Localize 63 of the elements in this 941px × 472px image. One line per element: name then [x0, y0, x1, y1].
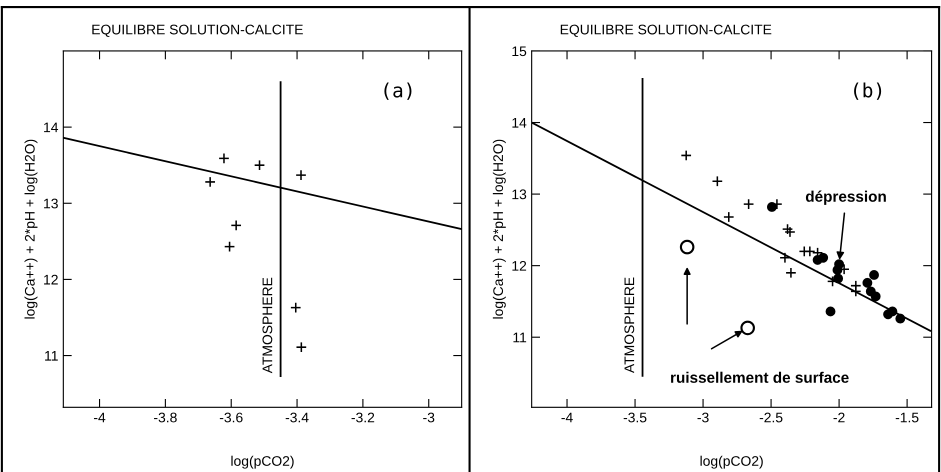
- text: ATMOSPHERE: [262, 278, 272, 374]
- point: [296, 342, 307, 353]
- point: [804, 246, 816, 257]
- y-axis-title: log(Ca++) + 2*pH + log(H2O): [492, 140, 506, 319]
- annotation: (a): [384, 82, 412, 100]
- y-tick-label: 12: [44, 274, 58, 284]
- point: [785, 267, 797, 278]
- point: [290, 302, 302, 314]
- x-axis-title: log(pCO2): [231, 456, 294, 469]
- point: [782, 224, 794, 235]
- chart-title: EQUILIBRE SOLUTION-CALCITE: [92, 24, 303, 37]
- x-tick-label: -2: [834, 412, 845, 422]
- y-tick-label: 11: [513, 332, 526, 342]
- point: [723, 211, 734, 223]
- point: [779, 252, 791, 264]
- point: [833, 274, 844, 284]
- y-tick-label: 14: [512, 118, 526, 128]
- x-tick-label: -3.4: [286, 412, 309, 422]
- point: [895, 314, 906, 324]
- point: [224, 241, 236, 252]
- y-tick-label: 13: [512, 189, 526, 200]
- x-tick-label: -3: [423, 412, 434, 422]
- point: [295, 169, 307, 181]
- x-tick-label: -3: [698, 412, 709, 422]
- point: [850, 286, 862, 298]
- point: [766, 202, 777, 212]
- point: [740, 320, 755, 336]
- x-tick-label: -1.5: [896, 412, 918, 422]
- point: [862, 278, 872, 288]
- point: [680, 150, 692, 162]
- y-tick-label: 13: [44, 198, 58, 208]
- point: [680, 240, 694, 254]
- x-tick-label: -3.6: [220, 412, 243, 422]
- point: [834, 259, 844, 270]
- y-tick-label: 11: [45, 351, 58, 361]
- point: [869, 270, 879, 280]
- x-tick-label: -3.8: [154, 412, 177, 422]
- point: [826, 306, 836, 316]
- y-tick-label: 14: [44, 122, 58, 132]
- point: [254, 160, 266, 171]
- point: [818, 252, 828, 263]
- x-tick-label: -2.5: [760, 412, 782, 422]
- x-tick-label: -3.5: [624, 412, 646, 422]
- point: [743, 198, 754, 210]
- point: [218, 152, 230, 164]
- x-axis-title: log(pCO2): [700, 456, 763, 469]
- x-tick-label: -4: [94, 412, 106, 422]
- point: [784, 226, 796, 238]
- annotation: (b): [854, 82, 882, 100]
- x-tick-label: -3.2: [352, 412, 374, 422]
- point: [230, 220, 242, 231]
- chart-title: EQUILIBRE SOLUTION-CALCITE: [560, 24, 772, 37]
- x-tick-label: -4: [561, 412, 573, 422]
- point: [712, 176, 723, 187]
- text: ATMOSPHERE: [624, 277, 634, 374]
- y-tick-label: 15: [512, 46, 526, 56]
- point: [887, 306, 898, 316]
- point: [204, 176, 216, 188]
- y-tick-label: 12: [512, 260, 526, 271]
- annotation: ruissellement de surface: [671, 372, 849, 383]
- y-axis-title: log(Ca++) + 2*pH + log(H2O): [24, 140, 38, 319]
- point: [870, 291, 881, 302]
- annotation: dépression: [806, 190, 886, 205]
